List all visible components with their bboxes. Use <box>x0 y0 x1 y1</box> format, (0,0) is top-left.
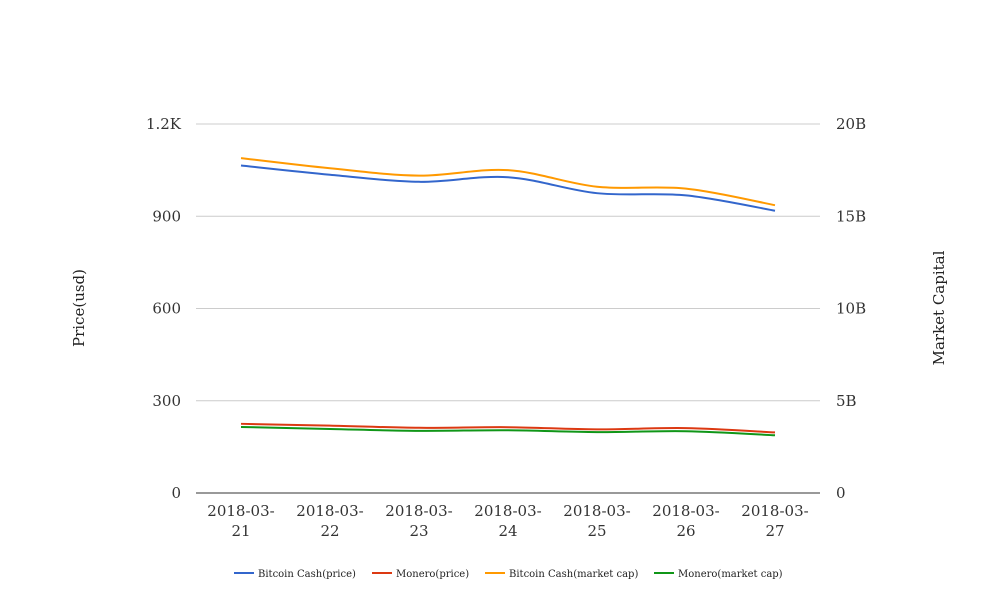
legend-label-bitcoin-cash-price: Bitcoin Cash(price) <box>258 569 356 580</box>
left-tick-label: 1.2K <box>146 115 182 133</box>
right-axis-title: Market Capital <box>930 250 948 365</box>
right-tick-label: 15B <box>836 207 866 225</box>
x-tick-label: 2018-03-21 <box>207 502 274 540</box>
legend-label-monero-price: Monero(price) <box>396 569 469 580</box>
gridlines <box>196 123 820 402</box>
x-axis: 2018-03-21 2018-03-22 2018-03-23 2018-03-24… <box>196 492 820 540</box>
right-axis: 0 5B 10B 15B 20B <box>836 115 866 502</box>
right-tick-label: 0 <box>836 484 846 502</box>
series-line-monero-price <box>240 422 776 434</box>
x-tick-label: 2018-03-24 <box>474 502 541 540</box>
right-tick-label: 20B <box>836 115 866 133</box>
right-tick-label: 10B <box>836 300 866 318</box>
right-tick-label: 5B <box>836 392 857 410</box>
left-tick-label: 600 <box>152 300 181 318</box>
left-tick-label: 0 <box>171 484 181 502</box>
legend-label-bitcoin-cash-market-cap: Bitcoin Cash(market cap) <box>509 569 638 580</box>
series-line-bitcoin-cash-market-cap <box>240 157 776 207</box>
series-line-monero-market-cap <box>240 425 776 437</box>
x-tick-label: 2018-03-23 <box>385 502 452 540</box>
legend-label-monero-market-cap: Monero(market cap) <box>678 569 783 580</box>
series-line-bitcoin-cash-price <box>240 164 776 212</box>
series-lines <box>240 157 776 437</box>
x-tick-label: 2018-03-26 <box>652 502 719 540</box>
left-tick-label: 900 <box>152 207 181 225</box>
left-axis: 0 300 600 900 1.2K <box>146 115 182 502</box>
left-tick-label: 300 <box>152 392 181 410</box>
x-tick-label: 2018-03-27 <box>741 502 808 540</box>
legend: Bitcoin Cash(price) Monero(price) Bitcoin … <box>234 569 783 580</box>
x-tick-label: 2018-03-22 <box>296 502 363 540</box>
x-tick-label: 2018-03-25 <box>563 502 630 540</box>
left-axis-title: Price(usd) <box>70 269 88 347</box>
